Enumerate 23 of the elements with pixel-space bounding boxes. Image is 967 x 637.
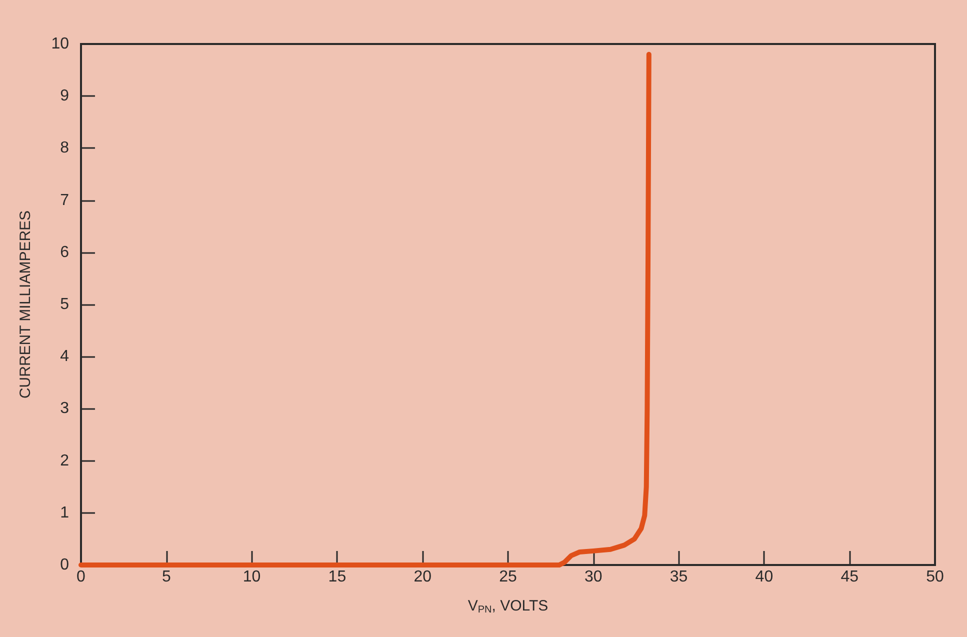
x-tick-label: 10 [242,568,261,586]
x-tick-label: 15 [328,568,346,586]
x-tick-label: 30 [584,568,602,586]
x-tick-label: 0 [76,568,86,586]
y-tick-label: 4 [60,348,70,366]
x-tick-label: 35 [670,568,688,586]
x-tick-label: 40 [755,568,774,586]
x-tick-label: 50 [926,568,944,586]
y-tick-label: 9 [60,88,70,105]
y-tick-label: 5 [60,296,70,313]
y-tick-label: 7 [60,192,70,209]
x-tick-label: 25 [499,568,517,586]
y-tick-label: 3 [60,400,70,418]
y-tick-label: 0 [60,556,70,574]
x-tick-label: 45 [840,568,859,586]
x-tick-label: 5 [162,568,171,586]
y-tick-label: 1 [60,504,70,522]
y-tick-label: 2 [60,452,70,470]
y-tick-label: 10 [51,36,70,52]
y-tick-label: 8 [60,140,70,157]
y-axis-title: CURRENT MILLIAMPERES [17,210,34,399]
x-tick-label: 20 [414,568,432,586]
y-tick-label: 6 [60,244,70,261]
